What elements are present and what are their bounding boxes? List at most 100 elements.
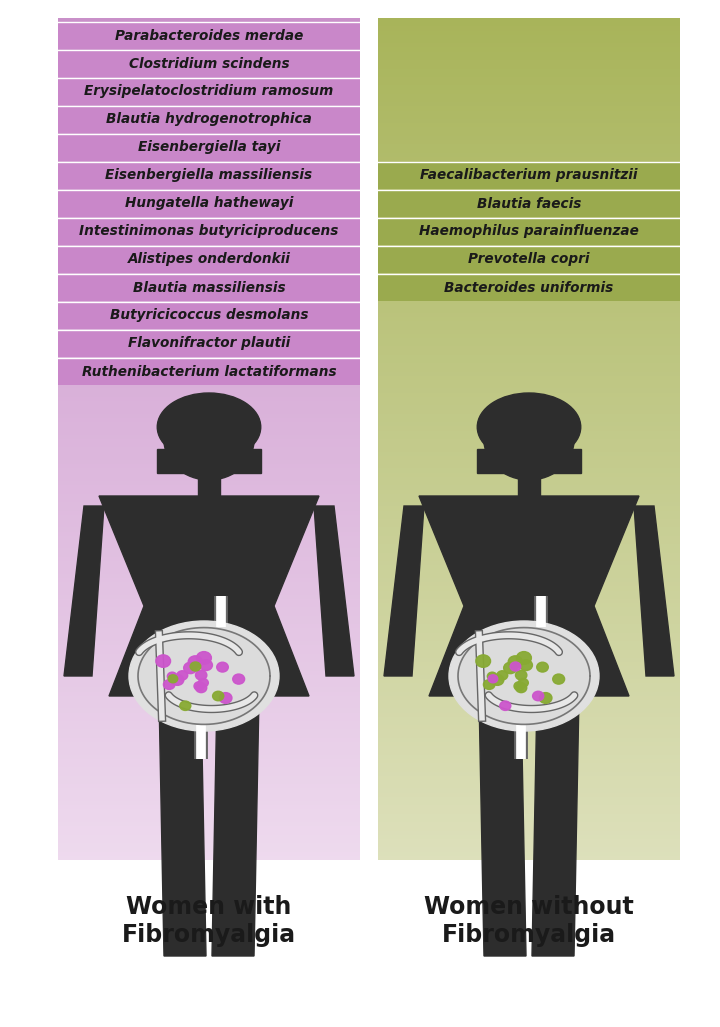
Bar <box>378 553 680 557</box>
Ellipse shape <box>518 679 528 687</box>
Bar <box>378 55 680 61</box>
Text: Ruthenibacterium lactatiformans: Ruthenibacterium lactatiformans <box>81 365 336 379</box>
Text: Haemophilus parainfluenzae: Haemophilus parainfluenzae <box>419 225 639 238</box>
Bar <box>378 494 680 498</box>
Bar <box>58 93 360 98</box>
Bar <box>58 392 360 396</box>
Bar <box>58 747 360 751</box>
Bar <box>378 540 680 544</box>
Polygon shape <box>384 506 424 676</box>
Bar <box>378 317 680 321</box>
Bar <box>58 35 360 39</box>
Bar <box>58 641 360 645</box>
Bar <box>58 515 360 519</box>
Bar <box>378 561 680 565</box>
Bar <box>378 827 680 831</box>
Bar <box>58 599 360 603</box>
Bar <box>378 456 680 460</box>
Ellipse shape <box>483 680 495 689</box>
Bar <box>378 402 680 406</box>
Ellipse shape <box>190 662 201 671</box>
Ellipse shape <box>516 671 527 680</box>
Bar <box>378 47 680 51</box>
Bar <box>378 683 680 687</box>
Bar <box>378 565 680 570</box>
Bar <box>58 582 360 586</box>
Bar <box>378 174 680 178</box>
Bar <box>58 342 360 346</box>
Bar <box>518 468 540 496</box>
Bar <box>378 616 680 620</box>
Bar <box>58 789 360 793</box>
Bar <box>58 793 360 797</box>
Ellipse shape <box>196 683 207 692</box>
Bar <box>58 591 360 595</box>
Bar <box>378 658 680 662</box>
Bar <box>378 246 680 273</box>
Bar <box>58 452 360 456</box>
Bar <box>58 578 360 582</box>
Text: Faecalibacterium prausnitzii: Faecalibacterium prausnitzii <box>420 168 638 183</box>
Polygon shape <box>212 696 259 956</box>
Bar <box>58 123 360 127</box>
Bar <box>58 629 360 633</box>
Ellipse shape <box>194 682 204 690</box>
Bar <box>378 169 680 174</box>
Bar <box>58 705 360 709</box>
Bar <box>378 18 680 23</box>
Bar <box>378 279 680 283</box>
Text: Flavonifractor plautii: Flavonifractor plautii <box>128 337 290 350</box>
Text: Blautia massiliensis: Blautia massiliensis <box>132 280 285 295</box>
Bar <box>378 98 680 103</box>
Bar <box>378 557 680 561</box>
Bar <box>58 536 360 540</box>
Bar <box>58 637 360 641</box>
Bar <box>58 422 360 426</box>
Bar <box>58 262 360 266</box>
Bar <box>378 544 680 548</box>
Bar <box>58 683 360 687</box>
Ellipse shape <box>536 662 549 672</box>
Bar <box>157 450 261 473</box>
Bar <box>378 519 680 523</box>
Bar <box>378 162 680 189</box>
Bar <box>378 372 680 376</box>
Bar <box>58 785 360 789</box>
Bar <box>378 396 680 402</box>
Polygon shape <box>419 496 639 696</box>
Polygon shape <box>314 506 354 676</box>
Bar <box>378 31 680 35</box>
Bar <box>378 620 680 624</box>
Bar <box>378 43 680 47</box>
Bar <box>378 73 680 77</box>
Bar <box>58 620 360 624</box>
Bar <box>378 498 680 502</box>
Bar <box>378 649 680 654</box>
Text: Clostridium scindens: Clostridium scindens <box>129 56 289 71</box>
Bar <box>58 817 360 822</box>
Ellipse shape <box>184 662 197 674</box>
Bar <box>58 477 360 481</box>
Bar <box>58 528 360 532</box>
Bar <box>378 330 680 334</box>
Bar <box>58 149 360 153</box>
Bar <box>58 78 360 105</box>
Bar <box>58 61 360 65</box>
Bar <box>58 279 360 283</box>
Bar <box>58 729 360 733</box>
Ellipse shape <box>488 675 498 683</box>
Bar <box>58 468 360 472</box>
Bar <box>58 296 360 300</box>
Bar <box>58 161 360 165</box>
Bar <box>378 212 680 216</box>
Bar <box>58 372 360 376</box>
Polygon shape <box>99 496 319 696</box>
Bar <box>58 751 360 755</box>
Bar <box>58 733 360 738</box>
Bar <box>378 418 680 422</box>
Bar <box>58 805 360 809</box>
Bar <box>378 775 680 781</box>
Bar <box>378 288 680 292</box>
Bar <box>58 687 360 691</box>
Bar <box>378 77 680 81</box>
